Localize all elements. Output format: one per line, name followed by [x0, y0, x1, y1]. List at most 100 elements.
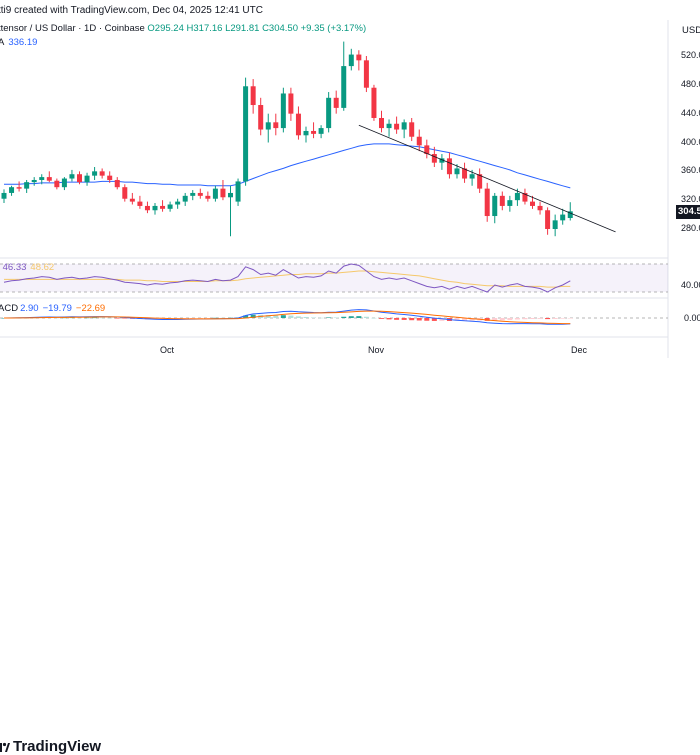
macd-hist-bar — [220, 317, 226, 319]
candle-body — [250, 86, 256, 106]
ma-legend[interactable]: A 336.19 — [0, 37, 37, 48]
candle-body — [560, 214, 566, 221]
macd-hist-bar — [567, 318, 573, 319]
currency-label[interactable]: USD — [682, 25, 700, 36]
macd-hist-bar — [379, 318, 384, 319]
candle-body — [258, 105, 264, 130]
macd-hist-bar — [514, 318, 520, 320]
macd-hist-bar — [212, 317, 218, 319]
macd-hist-bar — [454, 318, 460, 321]
macd-hist-bar — [356, 316, 362, 318]
candle-body — [228, 192, 233, 198]
candle-body — [235, 181, 241, 202]
candle-body — [129, 198, 135, 202]
ohlc-close: C304.50 — [262, 23, 298, 34]
macd-hist-bar — [386, 318, 392, 320]
macd-hist-bar — [182, 318, 188, 319]
macd-hist-bar — [499, 318, 505, 321]
candle-body — [46, 177, 52, 181]
macd-hist-bar — [522, 318, 528, 320]
macd-hist-bar — [363, 316, 369, 318]
price-chart[interactable] — [0, 0, 700, 400]
macd-hist-bar — [462, 318, 468, 321]
tradingview-mark-icon — [0, 740, 10, 754]
candle-body — [348, 54, 354, 67]
candle-body — [9, 187, 15, 193]
macd-hist-bar — [469, 318, 475, 321]
candle-body — [265, 122, 271, 130]
macd-hist-bar — [99, 317, 105, 319]
macd-hist-bar — [424, 318, 430, 321]
macd-value: 2.90 — [20, 303, 39, 314]
candle-body — [386, 123, 392, 129]
candle-body — [424, 145, 430, 155]
created-with-text: tti9 created with TradingView.com, Dec 0… — [0, 5, 263, 16]
candle-body — [530, 201, 535, 206]
candle-body — [401, 122, 407, 130]
macd-hist-bar — [114, 318, 120, 319]
price-axis-label: 400.00 — [681, 136, 700, 147]
macd-hist-bar — [560, 318, 566, 319]
candle-body — [371, 87, 377, 118]
candle-body — [545, 210, 551, 229]
macd-label: ACD — [0, 303, 19, 314]
trendline — [358, 124, 616, 233]
brand-name: TradingView — [13, 738, 102, 755]
macd-hist-bar — [318, 317, 324, 319]
macd-hist-bar — [394, 318, 400, 320]
price-axis-label: 480.00 — [681, 78, 700, 89]
candle-body — [280, 93, 286, 129]
price-axis-label: 520.00 — [681, 50, 700, 60]
candle-body — [326, 97, 332, 129]
candle-body — [318, 128, 324, 134]
candle-body — [522, 192, 528, 202]
macd-hist-bar — [228, 317, 233, 319]
rsi-axis-label: 40.00 — [681, 280, 700, 290]
macd-hist-value: −22.69 — [75, 303, 106, 314]
candle-body — [197, 192, 203, 196]
candle-body — [144, 205, 150, 211]
candle-body — [273, 122, 279, 129]
candle-body — [333, 97, 339, 108]
macd-hist-bar — [61, 317, 67, 319]
macd-hist-bar — [371, 317, 377, 319]
candle-body — [514, 192, 520, 201]
rsi-ma-value: 48.62 — [30, 262, 55, 273]
candle-body — [363, 60, 369, 88]
candle-body — [77, 174, 82, 183]
price-axis-label: 280.00 — [681, 223, 700, 233]
macd-signal-value: −19.79 — [42, 303, 72, 314]
macd-hist-bar — [107, 317, 113, 319]
candle-body — [167, 204, 173, 209]
candle-body — [54, 180, 60, 188]
ohlc-change: +9.35 (+3.17%) — [300, 23, 367, 34]
candle-body — [295, 113, 301, 136]
symbol-name: ttensor / US Dollar · 1D · Coinbase — [0, 23, 145, 34]
macd-hist-bar — [54, 317, 60, 319]
candle-body — [24, 182, 30, 189]
price-axis-label: 320.00 — [681, 194, 700, 205]
macd-hist-bar — [273, 315, 279, 318]
macd-hist-bar — [341, 316, 347, 318]
macd-hist-bar — [401, 318, 407, 320]
candle-body — [492, 195, 498, 217]
time-label-nov: Nov — [368, 345, 385, 355]
candle-body — [190, 192, 196, 196]
macd-axis-label: 0.00 — [684, 313, 700, 323]
candle-body — [303, 130, 309, 136]
macd-hist-bar — [311, 317, 317, 318]
candle-body — [137, 201, 143, 206]
candle-body — [439, 158, 445, 163]
macd-hist-bar — [280, 315, 286, 318]
price-axis-label: 440.00 — [681, 107, 700, 118]
last-price-tag: 304.50 — [676, 205, 700, 219]
ohlc-low: L291.81 — [225, 23, 260, 34]
ma-label: A — [0, 37, 5, 48]
macd-legend[interactable]: ACD 2.90 −19.79 −22.69 — [0, 303, 105, 314]
macd-hist-bar — [69, 317, 75, 319]
candle-body — [69, 174, 75, 179]
macd-hist-bar — [303, 316, 309, 318]
macd-hist-bar — [507, 318, 513, 321]
tradingview-logo[interactable]: TradingView — [0, 738, 101, 755]
